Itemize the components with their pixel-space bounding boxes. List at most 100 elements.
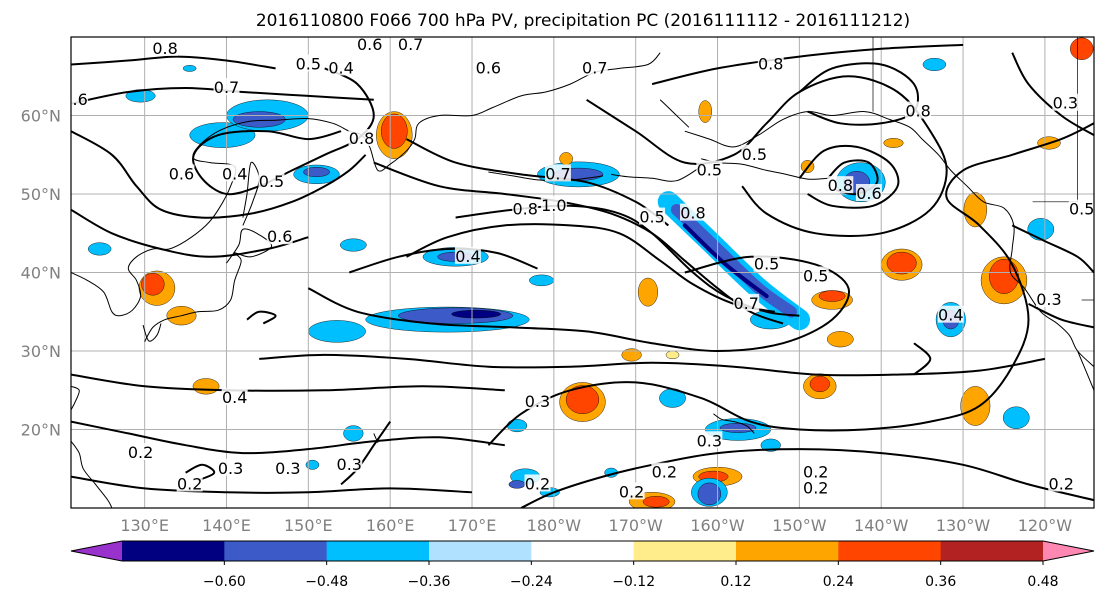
contour-label: 0.5 xyxy=(1069,200,1094,219)
longitude-label: 170°W xyxy=(609,516,664,535)
contour-label-backdrop xyxy=(753,254,780,272)
contour-label-backdrop xyxy=(696,160,723,178)
contour-label-backdrop xyxy=(757,54,784,72)
map-frame xyxy=(70,36,1095,509)
contour-label-backdrop xyxy=(168,164,195,182)
coastline xyxy=(144,228,273,342)
colorbar-tick-label: −0.48 xyxy=(305,574,348,590)
longitude-label: 160°W xyxy=(690,516,745,535)
pv-contour-line xyxy=(1028,302,1094,329)
precip-shading-blob xyxy=(719,423,757,433)
contour-label: 0.7 xyxy=(582,58,607,77)
contour-label: 0.2 xyxy=(619,482,644,501)
contour-label: 0.5 xyxy=(259,172,284,191)
pv-contour-line xyxy=(259,353,1046,377)
longitude-label: 150°E xyxy=(284,516,333,535)
contour-label-backdrop xyxy=(295,54,322,72)
pv-contour-line xyxy=(307,255,851,353)
pv-contour-line xyxy=(340,421,392,486)
longitude-label: 150°W xyxy=(772,516,827,535)
colorbar-tick-label: 0.24 xyxy=(823,574,854,590)
precip-shading-blob xyxy=(192,378,220,395)
contour-label-backdrop xyxy=(733,293,760,311)
precip-shading-blob xyxy=(529,274,555,287)
coastline xyxy=(713,413,755,434)
precip-shading-blob xyxy=(883,138,904,148)
contour-label-backdrop xyxy=(544,164,571,182)
contour-label: 0.6 xyxy=(856,184,881,203)
contour-label: 0.8 xyxy=(349,129,374,148)
contour-label-backdrop xyxy=(266,227,293,245)
contour-label: 0.5 xyxy=(296,54,321,73)
contour-label-backdrop xyxy=(475,58,502,76)
precip-shading-blob xyxy=(308,320,366,343)
contour-label-backdrop xyxy=(1048,474,1075,492)
contour-label: 0.5 xyxy=(754,255,779,274)
contour-label: 0.3 xyxy=(1053,94,1078,113)
precip-shading-blob xyxy=(1070,37,1094,60)
precip-shading-blob xyxy=(182,65,197,72)
contour-label-backdrop xyxy=(397,37,424,52)
precip-shading-blob xyxy=(621,348,642,362)
coastline xyxy=(1077,350,1094,391)
latitude-label: 40°N xyxy=(21,264,61,283)
precip-shading-blob xyxy=(818,290,846,302)
contour-label-backdrop xyxy=(454,246,481,264)
contour-label-backdrop xyxy=(741,144,768,162)
contour-label: 0.3 xyxy=(218,459,243,478)
pv-contour-line xyxy=(71,373,505,392)
contour-label-backdrop xyxy=(855,184,882,201)
colorbar-extend-high xyxy=(1043,541,1094,561)
latitude-label: 50°N xyxy=(21,185,61,204)
contour-label-backdrop xyxy=(221,388,248,406)
contour-label: 0.8 xyxy=(152,39,177,58)
contour-label-backdrop xyxy=(348,129,375,147)
coastline xyxy=(684,111,1094,368)
precip-shading-blob xyxy=(232,111,286,128)
coastline xyxy=(373,433,379,444)
contour-label-backdrop xyxy=(1068,199,1094,217)
pv-contour-line xyxy=(185,463,216,482)
contour-label-backdrop xyxy=(937,305,964,323)
precip-shading-band xyxy=(682,223,769,299)
precip-shading-blob xyxy=(665,350,680,360)
colorbar-tick-label: −0.60 xyxy=(203,574,246,590)
contour-label: 0.5 xyxy=(697,160,722,179)
coastline xyxy=(71,385,80,411)
contour-labels: 0.80.60.70.5 0.40.6 0.70.6 0.7 0.80.80.6 0.4 0… xyxy=(71,35,1094,501)
colorbar-tick-label: −0.36 xyxy=(408,574,451,590)
contour-label: 0.7 xyxy=(398,35,423,54)
contour-label-backdrop xyxy=(1052,93,1079,111)
longitude-label: 140°E xyxy=(202,516,251,535)
longitude-label: 120°W xyxy=(1018,516,1073,535)
contour-label: 0.7 xyxy=(214,78,239,97)
longitude-label: 130°W xyxy=(936,516,991,535)
coastline xyxy=(611,166,702,182)
pv-contour-line xyxy=(192,67,375,196)
colorbar-tick-label: −0.24 xyxy=(510,574,553,590)
precip-shading-blob xyxy=(343,425,364,442)
contour-label: 1.0 xyxy=(541,196,566,215)
contour-label-backdrop xyxy=(213,78,240,96)
colorbar: −0.60 −0.48 −0.36 −0.24 −0.12 0.12 0.24 0.36 0.4… xyxy=(70,540,1095,590)
contour-label: 0.8 xyxy=(680,204,705,223)
contour-label: 0.4 xyxy=(222,164,247,183)
contour-label: 0.3 xyxy=(337,455,362,474)
contour-label-backdrop xyxy=(221,164,248,182)
colorbar-segment xyxy=(326,541,430,561)
precip-shading-blob xyxy=(1002,406,1030,429)
contour-label: 0.2 xyxy=(803,463,828,482)
pv-contour-line xyxy=(913,342,932,376)
contour-label: 0.2 xyxy=(177,474,202,493)
pv-contour-line xyxy=(71,475,473,494)
contour-label: 0.8 xyxy=(512,200,537,219)
contour-label: 0.6 xyxy=(267,227,292,246)
contour-label: 0.3 xyxy=(697,431,722,450)
colorbar-segment xyxy=(838,541,942,561)
latitude-label: 20°N xyxy=(21,421,61,440)
contour-label-backdrop xyxy=(127,443,154,461)
contour-label: 0.4 xyxy=(455,247,480,266)
contour-label: 0.6 xyxy=(476,58,501,77)
contour-label: 0.3 xyxy=(275,459,300,478)
precip-shading-blob xyxy=(642,496,670,508)
